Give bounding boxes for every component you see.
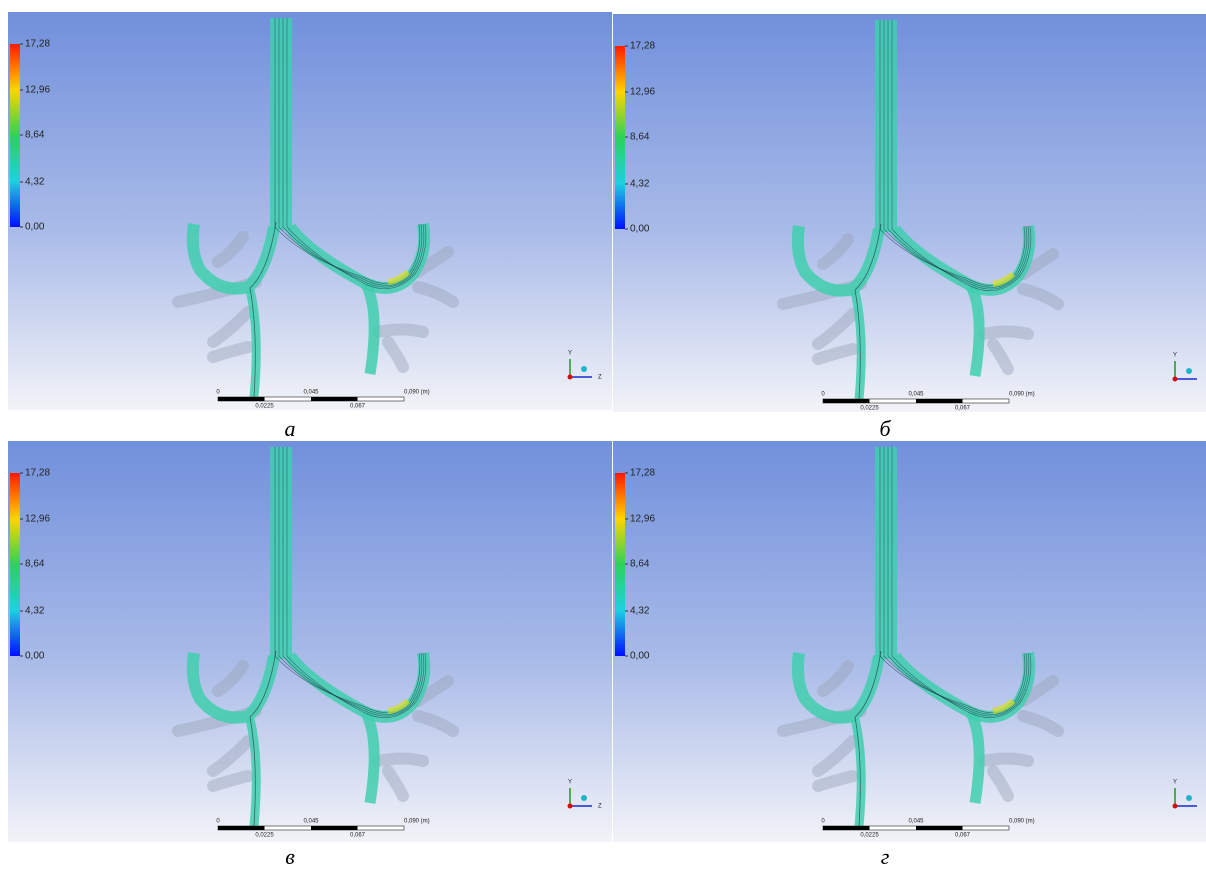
scale-label: 0,090 (m) — [1009, 819, 1035, 825]
colorbar-label: 12,96 — [25, 514, 50, 525]
scale-label: 0,0225 — [860, 833, 879, 839]
axis-dot — [1186, 368, 1192, 374]
scale-label: 0,067 — [350, 404, 366, 410]
scale-label: 0,067 — [955, 833, 971, 839]
scale-label: 0,045 — [303, 390, 319, 396]
scale-label: 0,067 — [955, 406, 971, 412]
colorbar-label: 12,96 — [630, 87, 655, 98]
scale-label: 0,090 (m) — [1009, 392, 1035, 398]
background — [613, 441, 1206, 842]
page: 17,2812,968,644,320,0000,0450,090 (m)0,0… — [0, 0, 1206, 869]
colorbar — [615, 473, 625, 656]
caption: а — [270, 416, 310, 442]
colorbar-label: 8,64 — [630, 559, 650, 570]
scale-bar-black — [823, 399, 870, 403]
caption: б — [865, 416, 905, 442]
colorbar-label: 0,00 — [25, 222, 45, 233]
axis-label: Y — [1173, 780, 1177, 786]
colorbar-label: 8,64 — [630, 132, 650, 143]
scale-label: 0,045 — [908, 392, 924, 398]
axis-label: Z — [598, 375, 602, 381]
axis-dot — [581, 366, 587, 372]
axis-dot — [581, 795, 587, 801]
scale-label: 0,045 — [908, 819, 924, 825]
scale-label: 0,090 (m) — [404, 390, 430, 396]
scale-label: 0,045 — [303, 819, 319, 825]
scale-bar-black — [311, 397, 358, 401]
side-branch — [378, 330, 423, 333]
colorbar-label: 12,96 — [630, 514, 655, 525]
background — [8, 12, 612, 410]
scale-label: 0,067 — [350, 833, 366, 839]
axis-label: Y — [1173, 353, 1177, 359]
axis-origin — [1173, 804, 1178, 809]
colorbar — [615, 46, 625, 229]
scale-bar-black — [916, 399, 963, 403]
colorbar-label: 0,00 — [25, 651, 45, 662]
side-branch — [378, 759, 423, 762]
caption: г — [865, 844, 905, 870]
colorbar-label: 4,32 — [630, 606, 650, 617]
scale-label: 0,0225 — [255, 833, 274, 839]
scale-label: 0,0225 — [255, 404, 274, 410]
scale-bar-black — [823, 826, 870, 830]
colorbar-label: 8,64 — [25, 559, 45, 570]
axis-origin — [568, 375, 573, 380]
colorbar-label: 4,32 — [25, 606, 45, 617]
colorbar-label: 0,00 — [630, 224, 650, 235]
colorbar-label: 17,28 — [25, 39, 50, 50]
colorbar — [10, 44, 20, 227]
scale-label: 0,0225 — [860, 406, 879, 412]
caption: в — [270, 844, 310, 870]
axis-origin — [568, 804, 573, 809]
axis-label: Z — [598, 804, 602, 810]
colorbar-label: 4,32 — [630, 179, 650, 190]
axis-label: Y — [568, 351, 572, 357]
colorbar-label: 8,64 — [25, 130, 45, 141]
scale-label: 0,090 (m) — [404, 819, 430, 825]
axis-origin — [1173, 377, 1178, 382]
scale-bar-black — [218, 397, 265, 401]
side-branch — [983, 332, 1028, 335]
colorbar — [10, 473, 20, 656]
axis-label: Y — [568, 780, 572, 786]
scale-bar-black — [916, 826, 963, 830]
side-branch — [983, 759, 1028, 762]
axis-dot — [1186, 795, 1192, 801]
scale-bar-black — [311, 826, 358, 830]
scale-bar-black — [218, 826, 265, 830]
colorbar-label: 17,28 — [630, 468, 655, 479]
colorbar-label: 12,96 — [25, 85, 50, 96]
background — [8, 441, 612, 842]
colorbar-label: 17,28 — [630, 41, 655, 52]
colorbar-label: 4,32 — [25, 177, 45, 188]
colorbar-label: 17,28 — [25, 468, 50, 479]
colorbar-label: 0,00 — [630, 651, 650, 662]
background — [613, 14, 1206, 412]
